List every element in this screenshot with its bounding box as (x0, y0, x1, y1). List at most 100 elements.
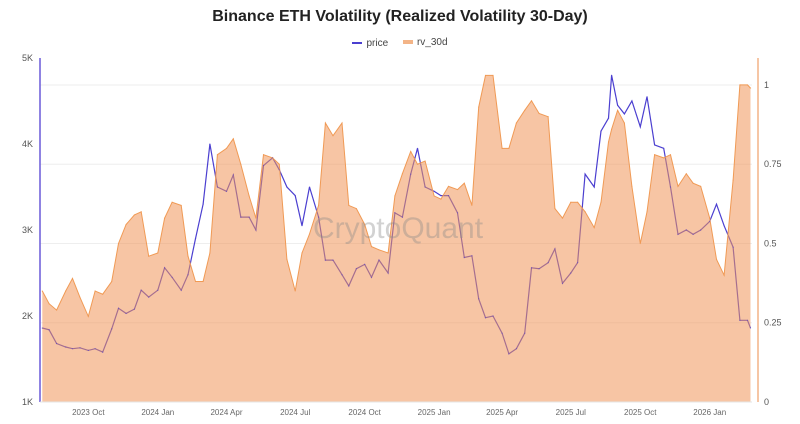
price-point (538, 268, 540, 270)
rv-30d-point (623, 122, 625, 124)
price-point (600, 130, 602, 132)
price-point (148, 296, 150, 298)
price-point (617, 104, 619, 106)
price-point (478, 298, 480, 300)
price-point (286, 186, 288, 188)
rv-30d-point (685, 173, 687, 175)
watermark: CryptoQuant (313, 212, 484, 245)
price-point (524, 332, 526, 334)
left-axis-tick-label: 4K (22, 139, 33, 149)
x-axis-tick-label: 2024 Oct (348, 408, 381, 417)
rv-30d-point (709, 217, 711, 219)
price-point (570, 272, 572, 274)
rv-30d-point (663, 157, 665, 159)
price-point (663, 147, 665, 149)
rv-30d-point (225, 147, 228, 149)
rv-30d-point (232, 138, 234, 140)
price-point (180, 289, 182, 291)
x-axis-tick-label: 2026 Jan (693, 408, 726, 417)
price-point (370, 276, 373, 278)
price-point (111, 328, 113, 330)
rv-30d-point (216, 154, 219, 156)
price-point (255, 229, 257, 231)
rv-30d-point (547, 116, 549, 118)
rv-30d-point (478, 106, 480, 108)
rv-30d-point (424, 160, 426, 162)
price-point (194, 238, 197, 240)
price-point (278, 169, 280, 171)
x-axis-tick-label: 2024 Jan (141, 408, 174, 417)
price-point (576, 262, 579, 264)
price-point (410, 173, 412, 175)
rv-30d-point (209, 252, 211, 254)
price-point (547, 262, 549, 264)
rv-30d-point (749, 87, 752, 89)
price-point (171, 276, 173, 278)
price-point (318, 216, 320, 218)
rv-30d-point (355, 207, 357, 210)
rv-30d-point (286, 258, 288, 260)
axes: 0 0.25 0.5 0.75 1 1K 2K 3K 4K 5K 2023 Oct 2024 Jan 2… (22, 53, 782, 417)
rv-30d-point (157, 252, 159, 254)
legend-label-price: price (366, 37, 389, 49)
price-point (187, 274, 189, 276)
price-point (163, 267, 166, 269)
price-point (209, 143, 211, 145)
price-point (484, 317, 487, 319)
rv-30d-point (692, 182, 694, 184)
rv-30d-point (387, 252, 389, 254)
price-point (677, 233, 679, 235)
price-point (669, 186, 672, 188)
rv-30d-point (530, 100, 533, 102)
price-point (65, 346, 67, 348)
rv-30d-point (41, 290, 43, 292)
rv-30d-point (669, 154, 672, 156)
price-point (723, 225, 725, 227)
rv-30d-point (739, 84, 741, 86)
price-point (401, 216, 404, 218)
rv-30d-point (262, 154, 265, 156)
rv-30d-point (278, 163, 280, 165)
rv-30d-point (102, 293, 104, 295)
rv-30d-point (125, 223, 127, 226)
price-point (746, 319, 749, 321)
price-point (715, 203, 718, 205)
rv-30d-point (255, 217, 257, 219)
right-axis-tick-label: 0 (764, 397, 769, 407)
price-point (71, 348, 74, 350)
price-point (324, 259, 327, 261)
rv-30d-point (456, 188, 459, 191)
price-point (262, 164, 265, 167)
legend-item-price[interactable]: price (352, 38, 388, 49)
rv-30d-point (48, 303, 50, 305)
price-point (631, 100, 633, 102)
price-point (530, 267, 533, 269)
rv-30d-point (501, 147, 503, 149)
rv-30d-point (370, 246, 373, 248)
left-axis-tick-label: 2K (22, 311, 33, 321)
price-point (732, 246, 734, 248)
rv-30d-point (394, 195, 396, 197)
price-point (610, 74, 613, 76)
rv-30d-point (140, 211, 142, 213)
price-point (515, 348, 518, 350)
price-point (294, 195, 296, 197)
rv-30d-point (570, 201, 572, 203)
legend-item-rv-30d[interactable]: rv_30d (402, 37, 448, 48)
rv-30d-point (593, 227, 595, 229)
price-point (125, 312, 127, 315)
price-point (654, 144, 656, 146)
price-point (749, 327, 752, 329)
rv-30d-point (324, 122, 327, 124)
chart-title: Binance ETH Volatility (Realized Volatil… (212, 8, 588, 25)
price-point (308, 186, 311, 188)
price-point (554, 248, 556, 250)
price-point (607, 117, 610, 119)
price-point (639, 126, 641, 128)
price-point (48, 329, 50, 331)
rv-30d-point (56, 309, 58, 311)
rv-30d-point (111, 280, 113, 283)
rv-30d-point (617, 109, 619, 111)
price-point (456, 212, 459, 214)
price-point (157, 289, 159, 291)
